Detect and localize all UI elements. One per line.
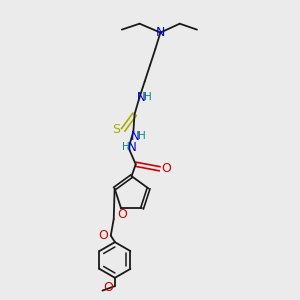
Text: O: O — [99, 229, 109, 242]
Text: H: H — [122, 142, 130, 152]
Text: N: N — [130, 130, 139, 143]
Text: N: N — [136, 92, 145, 104]
Text: O: O — [161, 162, 171, 175]
Text: H: H — [138, 131, 146, 141]
Text: N: N — [156, 26, 165, 39]
Text: H: H — [144, 92, 152, 102]
Text: O: O — [118, 208, 128, 221]
Text: O: O — [103, 281, 113, 294]
Text: S: S — [112, 123, 120, 136]
Text: N: N — [128, 141, 136, 154]
